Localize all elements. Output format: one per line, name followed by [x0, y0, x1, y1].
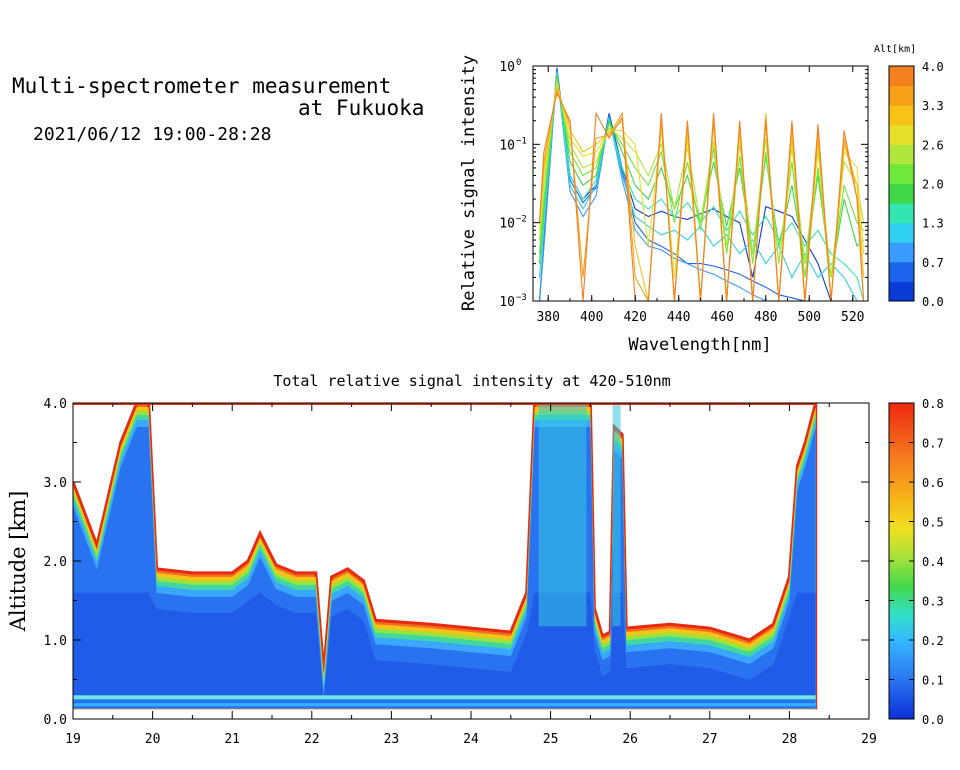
altitude-colorbar-segment [889, 203, 914, 224]
spectrum-y-tick-label: 10 [499, 295, 515, 310]
spectrum-series-line [538, 71, 864, 301]
altitude-colorbar-segment [889, 222, 914, 243]
spectrum-y-tick-exponent: −2 [516, 215, 527, 225]
spectrum-x-axis-label: Wavelength[nm] [628, 335, 771, 355]
spectrum-series-line [538, 69, 864, 301]
heatmap-low-intensity-core [73, 592, 816, 699]
spectrum-x-tick-label: 460 [711, 310, 734, 325]
heatmap-surface-band [73, 703, 816, 707]
altitude-colorbar-segment [889, 144, 914, 165]
intensity-colorbar-label: 0.3 [922, 595, 944, 609]
heatmap-plume-column [612, 405, 621, 627]
heatmap-x-tick-label: 27 [702, 732, 718, 747]
altitude-colorbar-segment [889, 183, 914, 204]
altitude-colorbar-segment [889, 163, 914, 184]
altitude-colorbar-segment [889, 66, 914, 87]
page-title: Multi-spectrometer measurement [12, 74, 392, 98]
spectrum-x-tick-label: 400 [580, 310, 603, 325]
intensity-colorbar-label: 0.1 [922, 674, 944, 688]
spectrum-x-tick-label: 520 [841, 310, 864, 325]
spectrum-y-tick-exponent: 0 [516, 58, 521, 68]
altitude-colorbar-segment [889, 85, 914, 106]
intensity-colorbar-label: 0.4 [922, 555, 944, 569]
heatmap-x-tick-label: 23 [384, 732, 400, 747]
heatmap-x-tick-label: 26 [622, 732, 638, 747]
heatmap-x-tick-label: 19 [65, 732, 81, 747]
altitude-colorbar: 4.0 3.3 2.6 2.0 1.3 0.7 0.0 [888, 60, 944, 309]
heatmap-title: Total relative signal intensity at 420-5… [273, 372, 670, 390]
altitude-colorbar-frame [888, 65, 915, 302]
spectrum-series-line [538, 91, 865, 301]
spectrum-x-tick-label: 380 [536, 310, 559, 325]
heatmap-x-tick-label: 24 [463, 732, 479, 747]
spectrum-x-tick-label: 500 [798, 310, 821, 325]
altitude-colorbar-segment [889, 242, 914, 263]
altitude-colorbar-segment [889, 281, 914, 302]
altitude-colorbar-label: 0.0 [922, 295, 944, 309]
heatmap-x-tick-label: 29 [861, 732, 877, 747]
intensity-colorbar-label: 0.2 [922, 634, 944, 648]
heatmap-y-tick-label: 3.0 [44, 476, 67, 491]
heatmap-y-tick-label: 0.0 [44, 713, 67, 728]
spectrum-x-tick-label: 480 [754, 310, 777, 325]
heatmap-surface-band [73, 695, 816, 700]
altitude-colorbar-label: 3.3 [922, 99, 944, 113]
heatmap-y-tick-label: 1.0 [44, 634, 67, 649]
heatmap-x-tick-label: 25 [543, 732, 559, 747]
intensity-colorbar-label: 0.6 [922, 476, 944, 490]
measurement-datetime: 2021/06/12 19:00-28:28 [33, 124, 272, 145]
spectrum-y-tick-label: 10 [499, 60, 515, 75]
spectrum-series-line [538, 78, 865, 278]
altitude-colorbar-title: Alt[km] [874, 44, 916, 55]
heatmap-x-tick-label: 22 [304, 732, 320, 747]
altitude-colorbar-label: 1.3 [922, 217, 944, 231]
spectrum-y-tick-exponent: −1 [516, 136, 527, 146]
spectrum-y-tick-label: 10 [499, 217, 515, 232]
spectrum-y-tick-label: 10 [499, 138, 515, 153]
heatmap-y-axis-label: Altitude [km] [6, 491, 30, 633]
heatmap-x-tick-label: 20 [145, 732, 161, 747]
heatmap-top-strip [73, 403, 816, 405]
heatmap-y-tick-label: 4.0 [44, 397, 67, 412]
intensity-colorbar-label: 0.8 [922, 397, 944, 411]
heatmap-x-tick-label: 28 [782, 732, 798, 747]
altitude-colorbar-label: 0.7 [922, 256, 944, 270]
spectrum-series-line [538, 71, 864, 301]
intensity-colorbar-label: 0.0 [922, 713, 944, 727]
altitude-colorbar-segment [889, 261, 914, 282]
spectrum-series-line [538, 67, 864, 301]
altitude-colorbar-segment [889, 105, 914, 126]
page-title-location: at Fukuoka [298, 96, 425, 120]
intensity-colorbar-label: 0.7 [922, 437, 944, 451]
spectrum-y-tick-exponent: −3 [516, 293, 527, 303]
spectrum-y-axis-label: Relative signal intensity [459, 55, 479, 311]
altitude-colorbar-label: 2.6 [922, 138, 944, 152]
spectrum-x-tick-label: 440 [667, 310, 690, 325]
spectrum-x-tick-label: 420 [623, 310, 646, 325]
heatmap-x-tick-label: 21 [224, 732, 240, 747]
heatmap-plume-column [538, 405, 587, 627]
altitude-colorbar-segment [889, 124, 914, 145]
heatmap-y-tick-label: 2.0 [44, 555, 67, 570]
altitude-colorbar-label: 4.0 [922, 60, 944, 74]
intensity-colorbar-label: 0.5 [922, 516, 944, 530]
altitude-colorbar-label: 2.0 [922, 178, 944, 192]
